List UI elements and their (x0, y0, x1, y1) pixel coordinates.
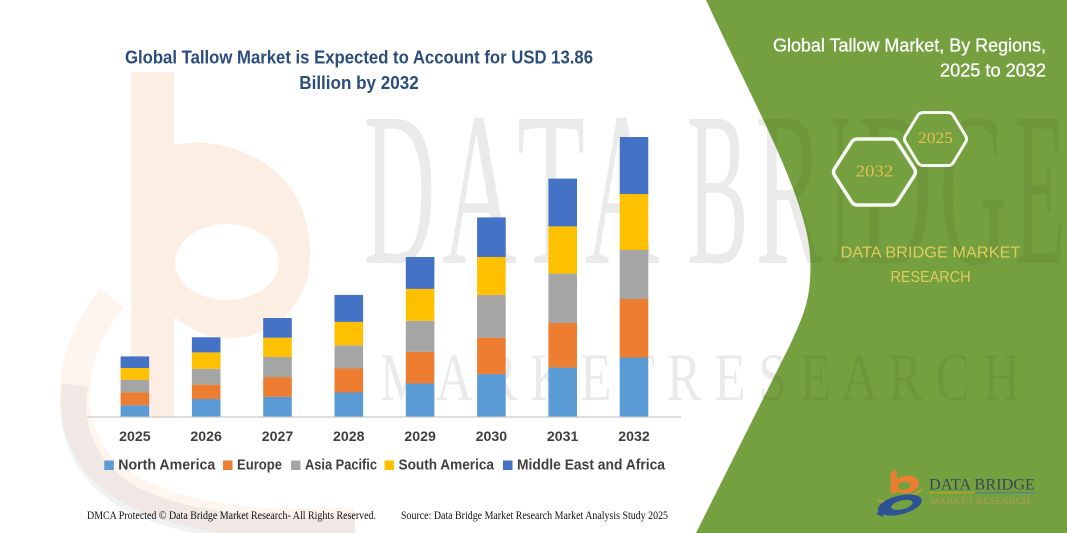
svg-text:South America: South America (399, 457, 495, 474)
svg-text:DATA BRIDGE: DATA BRIDGE (929, 477, 1035, 494)
svg-text:Europe: Europe (237, 457, 282, 474)
svg-text:Billion by 2032: Billion by 2032 (299, 72, 419, 93)
svg-text:2026: 2026 (190, 428, 222, 444)
svg-text:MARKET RESEARCH: MARKET RESEARCH (930, 496, 1031, 506)
svg-text:2027: 2027 (262, 428, 294, 444)
svg-text:2028: 2028 (333, 428, 365, 444)
svg-text:2031: 2031 (547, 428, 579, 444)
svg-text:Global Tallow Market, By Regio: Global Tallow Market, By Regions, (773, 35, 1046, 56)
svg-text:2032: 2032 (618, 428, 650, 444)
svg-text:2025: 2025 (119, 428, 151, 444)
svg-text:Source: Data Bridge Market Res: Source: Data Bridge Market Research Mark… (401, 510, 668, 522)
svg-text:2029: 2029 (404, 428, 436, 444)
svg-text:2032: 2032 (856, 162, 894, 181)
svg-text:2025: 2025 (918, 130, 953, 147)
svg-text:Middle East and Africa: Middle East and Africa (517, 457, 666, 474)
svg-text:DMCA Protected © Data Bridge M: DMCA Protected © Data Bridge Market Rese… (87, 510, 376, 522)
svg-text:DATA BRIDGE MARKET: DATA BRIDGE MARKET (841, 245, 1022, 262)
svg-text:2030: 2030 (476, 428, 508, 444)
svg-text:Asia Pacific: Asia Pacific (305, 457, 377, 474)
svg-text:RESEARCH: RESEARCH (891, 269, 971, 286)
svg-text:Global Tallow Market is Expect: Global Tallow Market is Expected to Acco… (125, 47, 593, 68)
svg-text:2025 to 2032: 2025 to 2032 (940, 60, 1046, 81)
svg-text:North America: North America (118, 457, 216, 474)
